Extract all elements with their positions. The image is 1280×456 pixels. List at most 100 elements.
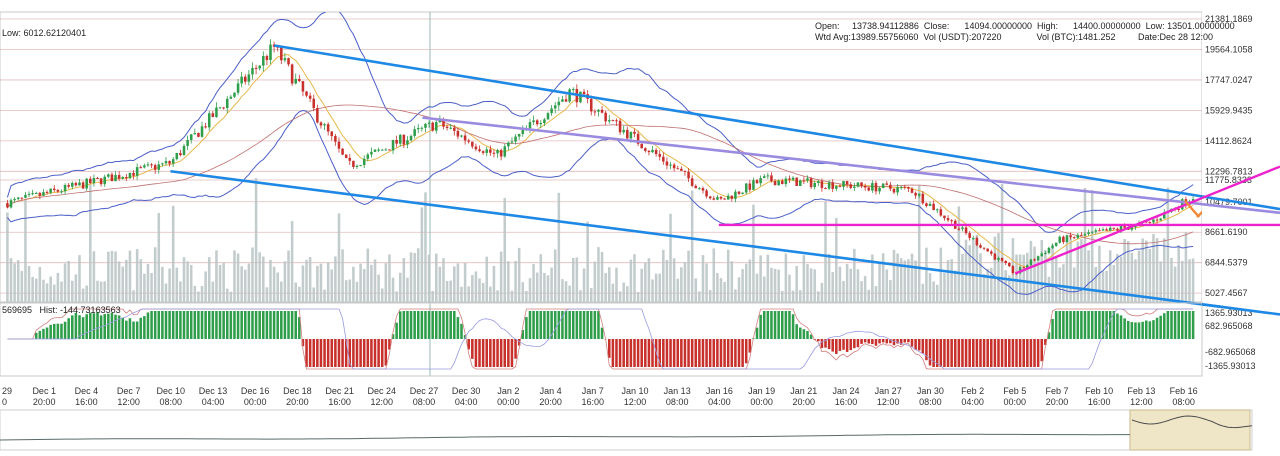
- macd-histogram-bar: [546, 311, 550, 339]
- volume-bar: [1094, 266, 1098, 302]
- candle-body: [391, 139, 395, 151]
- volume-bar: [683, 261, 687, 302]
- macd-histogram-bar: [1137, 322, 1141, 339]
- volume-bars: [6, 178, 1195, 302]
- candle-body: [571, 89, 575, 91]
- macd-histogram-bar: [352, 339, 355, 367]
- volume-bar: [348, 279, 352, 302]
- navigator[interactable]: [0, 409, 1253, 451]
- candle-body: [52, 188, 56, 191]
- candle-body: [799, 180, 802, 186]
- macd-histogram-bar: [669, 339, 672, 367]
- macd-histogram-bar: [863, 339, 867, 343]
- volume-bar: [1173, 266, 1177, 302]
- volume-bar: [734, 289, 737, 302]
- macd-histogram-bar: [968, 339, 971, 367]
- candle-body: [499, 150, 503, 157]
- macd-histogram-bar: [103, 314, 106, 339]
- candle-body: [1191, 199, 1195, 202]
- volume-bar: [200, 285, 204, 302]
- candle-body: [971, 237, 975, 239]
- candle-body: [319, 122, 323, 126]
- volume-bar: [662, 249, 665, 302]
- macd-histogram-bar: [211, 311, 215, 339]
- candle-body: [42, 192, 45, 196]
- candle-body: [1000, 257, 1004, 261]
- macd-histogram-bar: [460, 323, 463, 339]
- volume-bar: [179, 281, 182, 302]
- volume-bar: [907, 259, 910, 302]
- volume-bar: [557, 192, 561, 302]
- candle-body: [979, 245, 982, 248]
- macd-histogram-bar: [344, 339, 348, 367]
- candle-body: [128, 172, 132, 179]
- candle-body: [622, 129, 625, 133]
- macd-histogram-bar: [1054, 311, 1058, 339]
- candle-body: [254, 67, 258, 69]
- macd-histogram-bar: [481, 339, 485, 367]
- candle-body: [568, 89, 571, 102]
- volume-bar: [215, 250, 218, 302]
- macd-histogram-bar: [586, 311, 589, 339]
- volume-bar: [233, 250, 236, 302]
- volume-bar: [157, 213, 161, 302]
- candle-body: [200, 126, 204, 137]
- macd-panel: 1365.93013 682.965068 -682.965068 -1365.930…: [0, 302, 1256, 377]
- candle-body: [24, 194, 27, 198]
- candle-body: [143, 165, 146, 168]
- volume-bar: [1163, 238, 1166, 302]
- macd-histogram-bar: [871, 339, 874, 345]
- macd-histogram-bar: [1029, 339, 1033, 367]
- volume-bar: [824, 201, 827, 302]
- volume-bar: [946, 260, 950, 302]
- macd-histogram-bar: [143, 316, 146, 339]
- volume-bar: [838, 266, 842, 302]
- macd-histogram-bar: [1015, 339, 1018, 367]
- volume-bar: [135, 249, 139, 302]
- candle-body: [986, 248, 989, 252]
- macd-histogram-bar: [690, 339, 694, 367]
- macd-histogram-bar: [737, 339, 741, 367]
- macd-histogram-bar: [903, 339, 907, 343]
- macd-histogram-bar: [784, 311, 788, 339]
- macd-histogram-bar: [453, 311, 456, 339]
- volume-bar: [752, 204, 755, 302]
- candle-body: [644, 148, 647, 151]
- volume-bar: [903, 260, 907, 302]
- candle-body: [31, 193, 34, 195]
- candle-body: [1054, 242, 1058, 246]
- candle-body: [193, 132, 197, 135]
- candle-body: [1072, 237, 1076, 239]
- price-tick-label: 17747.0247: [1205, 75, 1253, 85]
- macd-histogram-bar: [337, 339, 341, 367]
- macd-histogram-bar: [438, 311, 442, 339]
- volume-bar: [802, 255, 806, 302]
- volume-bar: [1144, 240, 1148, 302]
- candle-body: [676, 168, 680, 170]
- volume-bar: [633, 254, 636, 302]
- macd-histogram-bar: [557, 311, 561, 339]
- candle-body: [961, 227, 964, 230]
- macd-histogram-bar: [543, 311, 546, 339]
- candle-body: [463, 135, 467, 141]
- macd-histogram-bar: [914, 339, 917, 350]
- candle-body: [341, 148, 344, 155]
- candle-body: [1108, 227, 1112, 231]
- macd-histogram-bar: [553, 311, 557, 339]
- macd-histogram-bar: [489, 339, 492, 367]
- macd-histogram-bar: [78, 315, 81, 339]
- volume-bar: [680, 267, 683, 302]
- candle-body: [824, 188, 827, 190]
- macd-histogram-bar: [1000, 339, 1004, 367]
- macd-histogram-bar: [110, 312, 114, 339]
- volume-bar: [359, 263, 362, 302]
- volume-bar: [258, 252, 261, 302]
- macd-histogram-bar: [589, 311, 593, 339]
- candle-body: [993, 253, 997, 260]
- macd-histogram-bar: [341, 339, 344, 367]
- candle-body: [56, 190, 60, 192]
- volume-bar: [492, 265, 496, 302]
- candle-body: [416, 128, 420, 130]
